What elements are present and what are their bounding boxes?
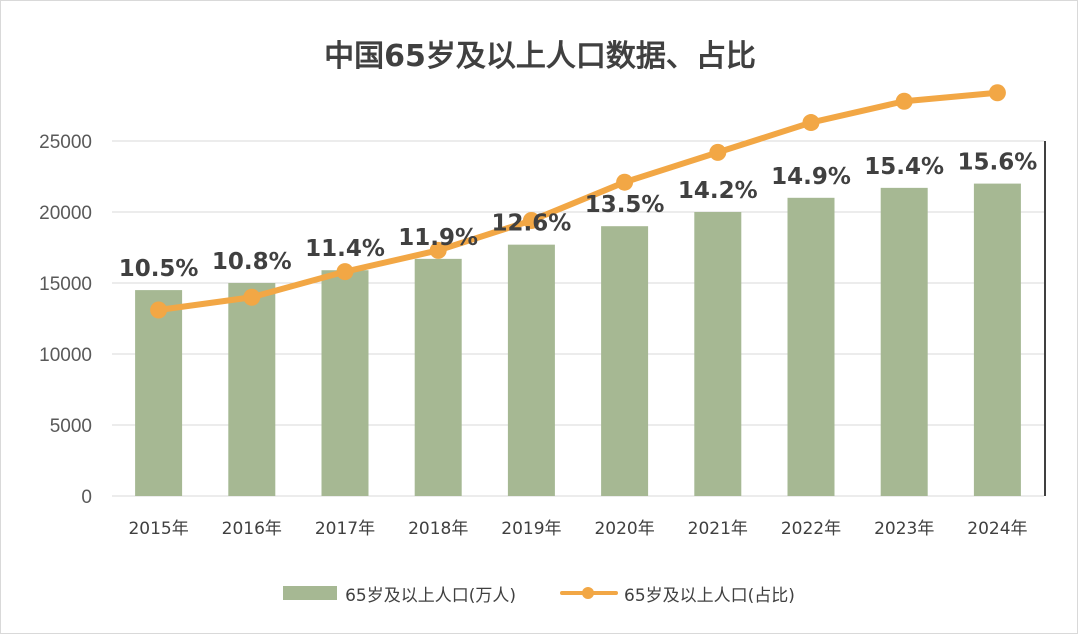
legend-label-line: 65岁及以上人口(占比) (624, 585, 795, 606)
x-tick-label: 2023年 (874, 519, 934, 539)
data-label: 10.5% (119, 256, 199, 282)
data-label: 15.4% (864, 154, 944, 180)
line-point (522, 212, 540, 230)
bar (414, 258, 462, 496)
legend-swatch-line (560, 586, 618, 600)
data-label: 11.9% (398, 225, 478, 251)
chart-legend: 65岁及以上人口(万人) 65岁及以上人口(占比) (0, 578, 1078, 608)
y-tick-label: 20000 (39, 203, 92, 224)
data-label: 10.8% (212, 249, 292, 275)
y-tick-label: 0 (81, 487, 92, 508)
data-label: 14.9% (771, 164, 851, 190)
data-label: 12.6% (492, 211, 572, 237)
y-tick-label: 5000 (50, 416, 92, 437)
data-label: 11.4% (305, 236, 385, 262)
data-label: 14.2% (678, 178, 758, 204)
bar (228, 283, 276, 496)
x-tick-label: 2018年 (408, 519, 468, 539)
x-tick-label: 2019年 (501, 519, 561, 539)
y-tick-label: 25000 (39, 132, 92, 153)
x-tick-label: 2020年 (594, 519, 654, 539)
bar (880, 187, 928, 497)
x-tick-label: 2015年 (128, 519, 188, 539)
legend-item-bars: 65岁及以上人口(万人) (283, 581, 516, 606)
line-point (988, 84, 1006, 102)
bar (973, 183, 1021, 496)
x-tick-label: 2017年 (315, 519, 375, 539)
line-point (243, 288, 261, 306)
line-point (802, 114, 820, 132)
line-point (709, 143, 727, 161)
bar (694, 212, 742, 496)
y-tick-label: 10000 (39, 345, 92, 366)
line-point (150, 301, 168, 319)
bar (321, 270, 369, 496)
line-point (616, 173, 634, 191)
line-point (895, 92, 913, 110)
legend-label-bars: 65岁及以上人口(万人) (345, 585, 516, 606)
legend-swatch-bars (283, 586, 338, 600)
line-point (336, 263, 354, 281)
data-label: 13.5% (585, 192, 665, 218)
line-point (429, 241, 447, 259)
bar (135, 290, 183, 496)
bar (787, 197, 835, 497)
x-tick-label: 2016年 (222, 519, 282, 539)
bar (507, 244, 555, 496)
series-line (155, 89, 1001, 313)
legend-item-line: 65岁及以上人口(占比) (560, 581, 795, 606)
chart-title: 中国65岁及以上人口数据、占比 (324, 39, 756, 74)
y-tick-label: 15000 (39, 274, 92, 295)
x-tick-label: 2021年 (688, 519, 748, 539)
data-label: 15.6% (958, 150, 1038, 176)
x-tick-label: 2024年 (967, 519, 1027, 539)
x-tick-label: 2022年 (781, 519, 841, 539)
bar (601, 226, 649, 496)
